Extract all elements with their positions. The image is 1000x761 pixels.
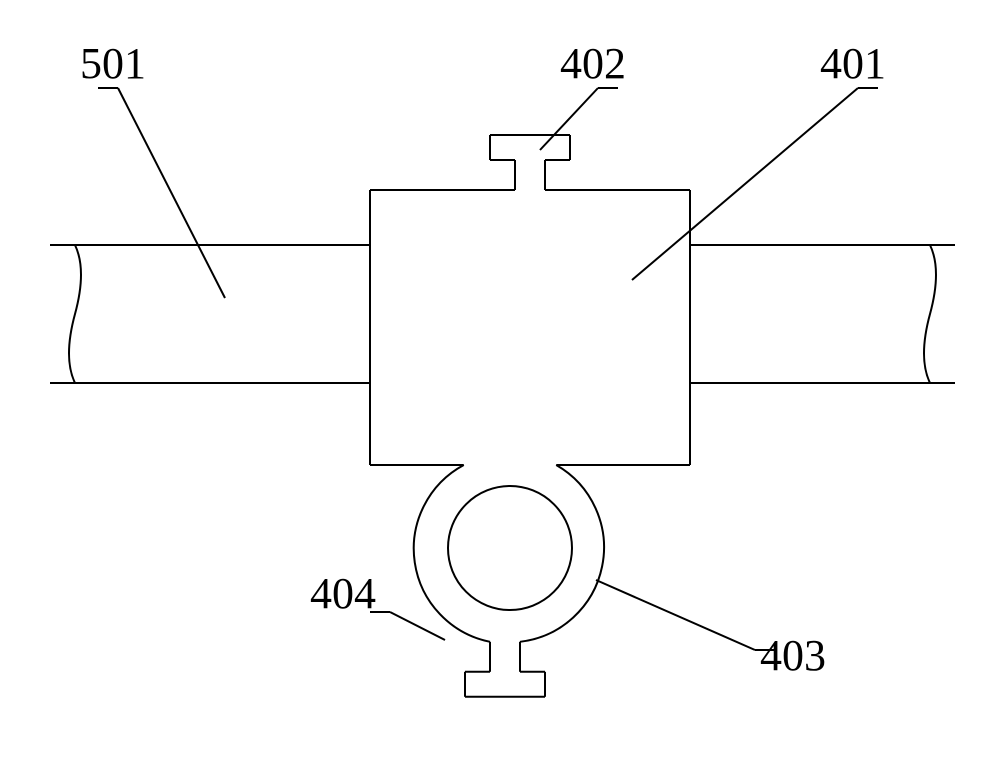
label-401: 401 (820, 38, 886, 89)
label-404: 404 (310, 568, 376, 619)
diagram-canvas: 501 402 401 404 403 (0, 0, 1000, 761)
diagram-svg (0, 0, 1000, 761)
label-501: 501 (80, 38, 146, 89)
label-403: 403 (760, 630, 826, 681)
label-402: 402 (560, 38, 626, 89)
